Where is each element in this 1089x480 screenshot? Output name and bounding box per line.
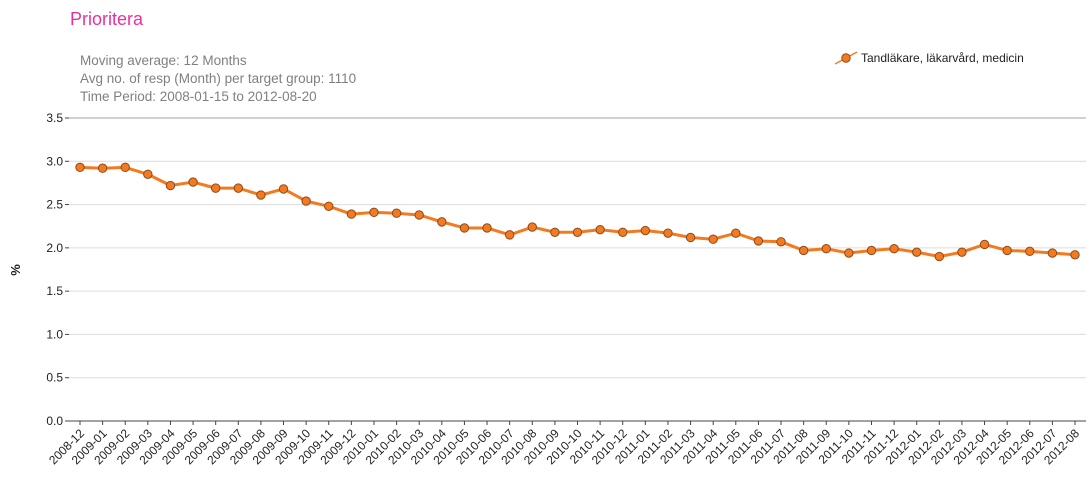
- data-point: [1047, 248, 1058, 258]
- data-point: [165, 180, 176, 191]
- y-tick-label: 0.0: [46, 414, 63, 428]
- subtitle: Moving average: 12 Months: [80, 53, 247, 68]
- data-point: [1025, 246, 1035, 257]
- y-tick-label: 1.5: [46, 284, 63, 298]
- data-point: [618, 227, 628, 237]
- data-point: [256, 190, 266, 200]
- data-point: [210, 183, 221, 193]
- data-point: [595, 224, 605, 235]
- data-point: [640, 225, 651, 236]
- data-point: [120, 162, 130, 173]
- subtitle: Time Period: 2008-01-15 to 2012-08-20: [80, 89, 317, 104]
- data-point: [188, 177, 198, 187]
- data-point: [97, 163, 108, 173]
- data-point: [866, 245, 877, 256]
- data-point: [391, 208, 402, 218]
- y-tick-label: 0.5: [46, 371, 63, 385]
- data-point: [731, 228, 741, 238]
- y-tick-label: 3.5: [46, 111, 63, 125]
- data-point: [504, 230, 515, 240]
- data-point: [75, 162, 85, 173]
- data-point: [324, 201, 334, 212]
- data-point: [482, 223, 492, 233]
- chart-title: Prioritera: [70, 9, 144, 29]
- y-tick-label: 2.0: [46, 241, 63, 255]
- data-point: [437, 217, 447, 227]
- data-point: [1002, 245, 1012, 256]
- data-point: [369, 207, 379, 218]
- data-point: [346, 209, 357, 219]
- data-point: [957, 247, 967, 257]
- data-point: [278, 184, 289, 194]
- data-point: [550, 227, 560, 237]
- data-point: [663, 228, 673, 238]
- legend-marker: [841, 53, 851, 63]
- data-point: [798, 245, 809, 256]
- subtitle: Avg no. of resp (Month) per target group…: [80, 71, 356, 86]
- y-axis-label: %: [8, 264, 23, 276]
- data-point: [414, 210, 424, 220]
- data-point: [753, 236, 764, 246]
- y-tick-label: 2.5: [46, 198, 63, 212]
- data-point: [844, 248, 854, 258]
- y-tick-label: 1.0: [46, 327, 63, 341]
- data-point: [776, 237, 786, 247]
- series-line: [79, 165, 1076, 259]
- data-point: [233, 183, 243, 193]
- data-point: [912, 247, 922, 257]
- y-tick-label: 3.0: [46, 154, 63, 168]
- data-point: [527, 222, 537, 232]
- data-point: [934, 251, 945, 262]
- data-point: [821, 244, 831, 254]
- data-point: [143, 169, 153, 179]
- data-point: [301, 196, 311, 206]
- data-point: [572, 227, 583, 237]
- legend-label: Tandläkare, läkarvård, medicin: [861, 51, 1024, 65]
- data-point: [889, 244, 899, 254]
- data-point: [459, 223, 470, 233]
- data-point: [685, 232, 696, 243]
- data-point: [708, 234, 718, 244]
- data-point: [1070, 250, 1080, 260]
- data-point: [979, 239, 990, 250]
